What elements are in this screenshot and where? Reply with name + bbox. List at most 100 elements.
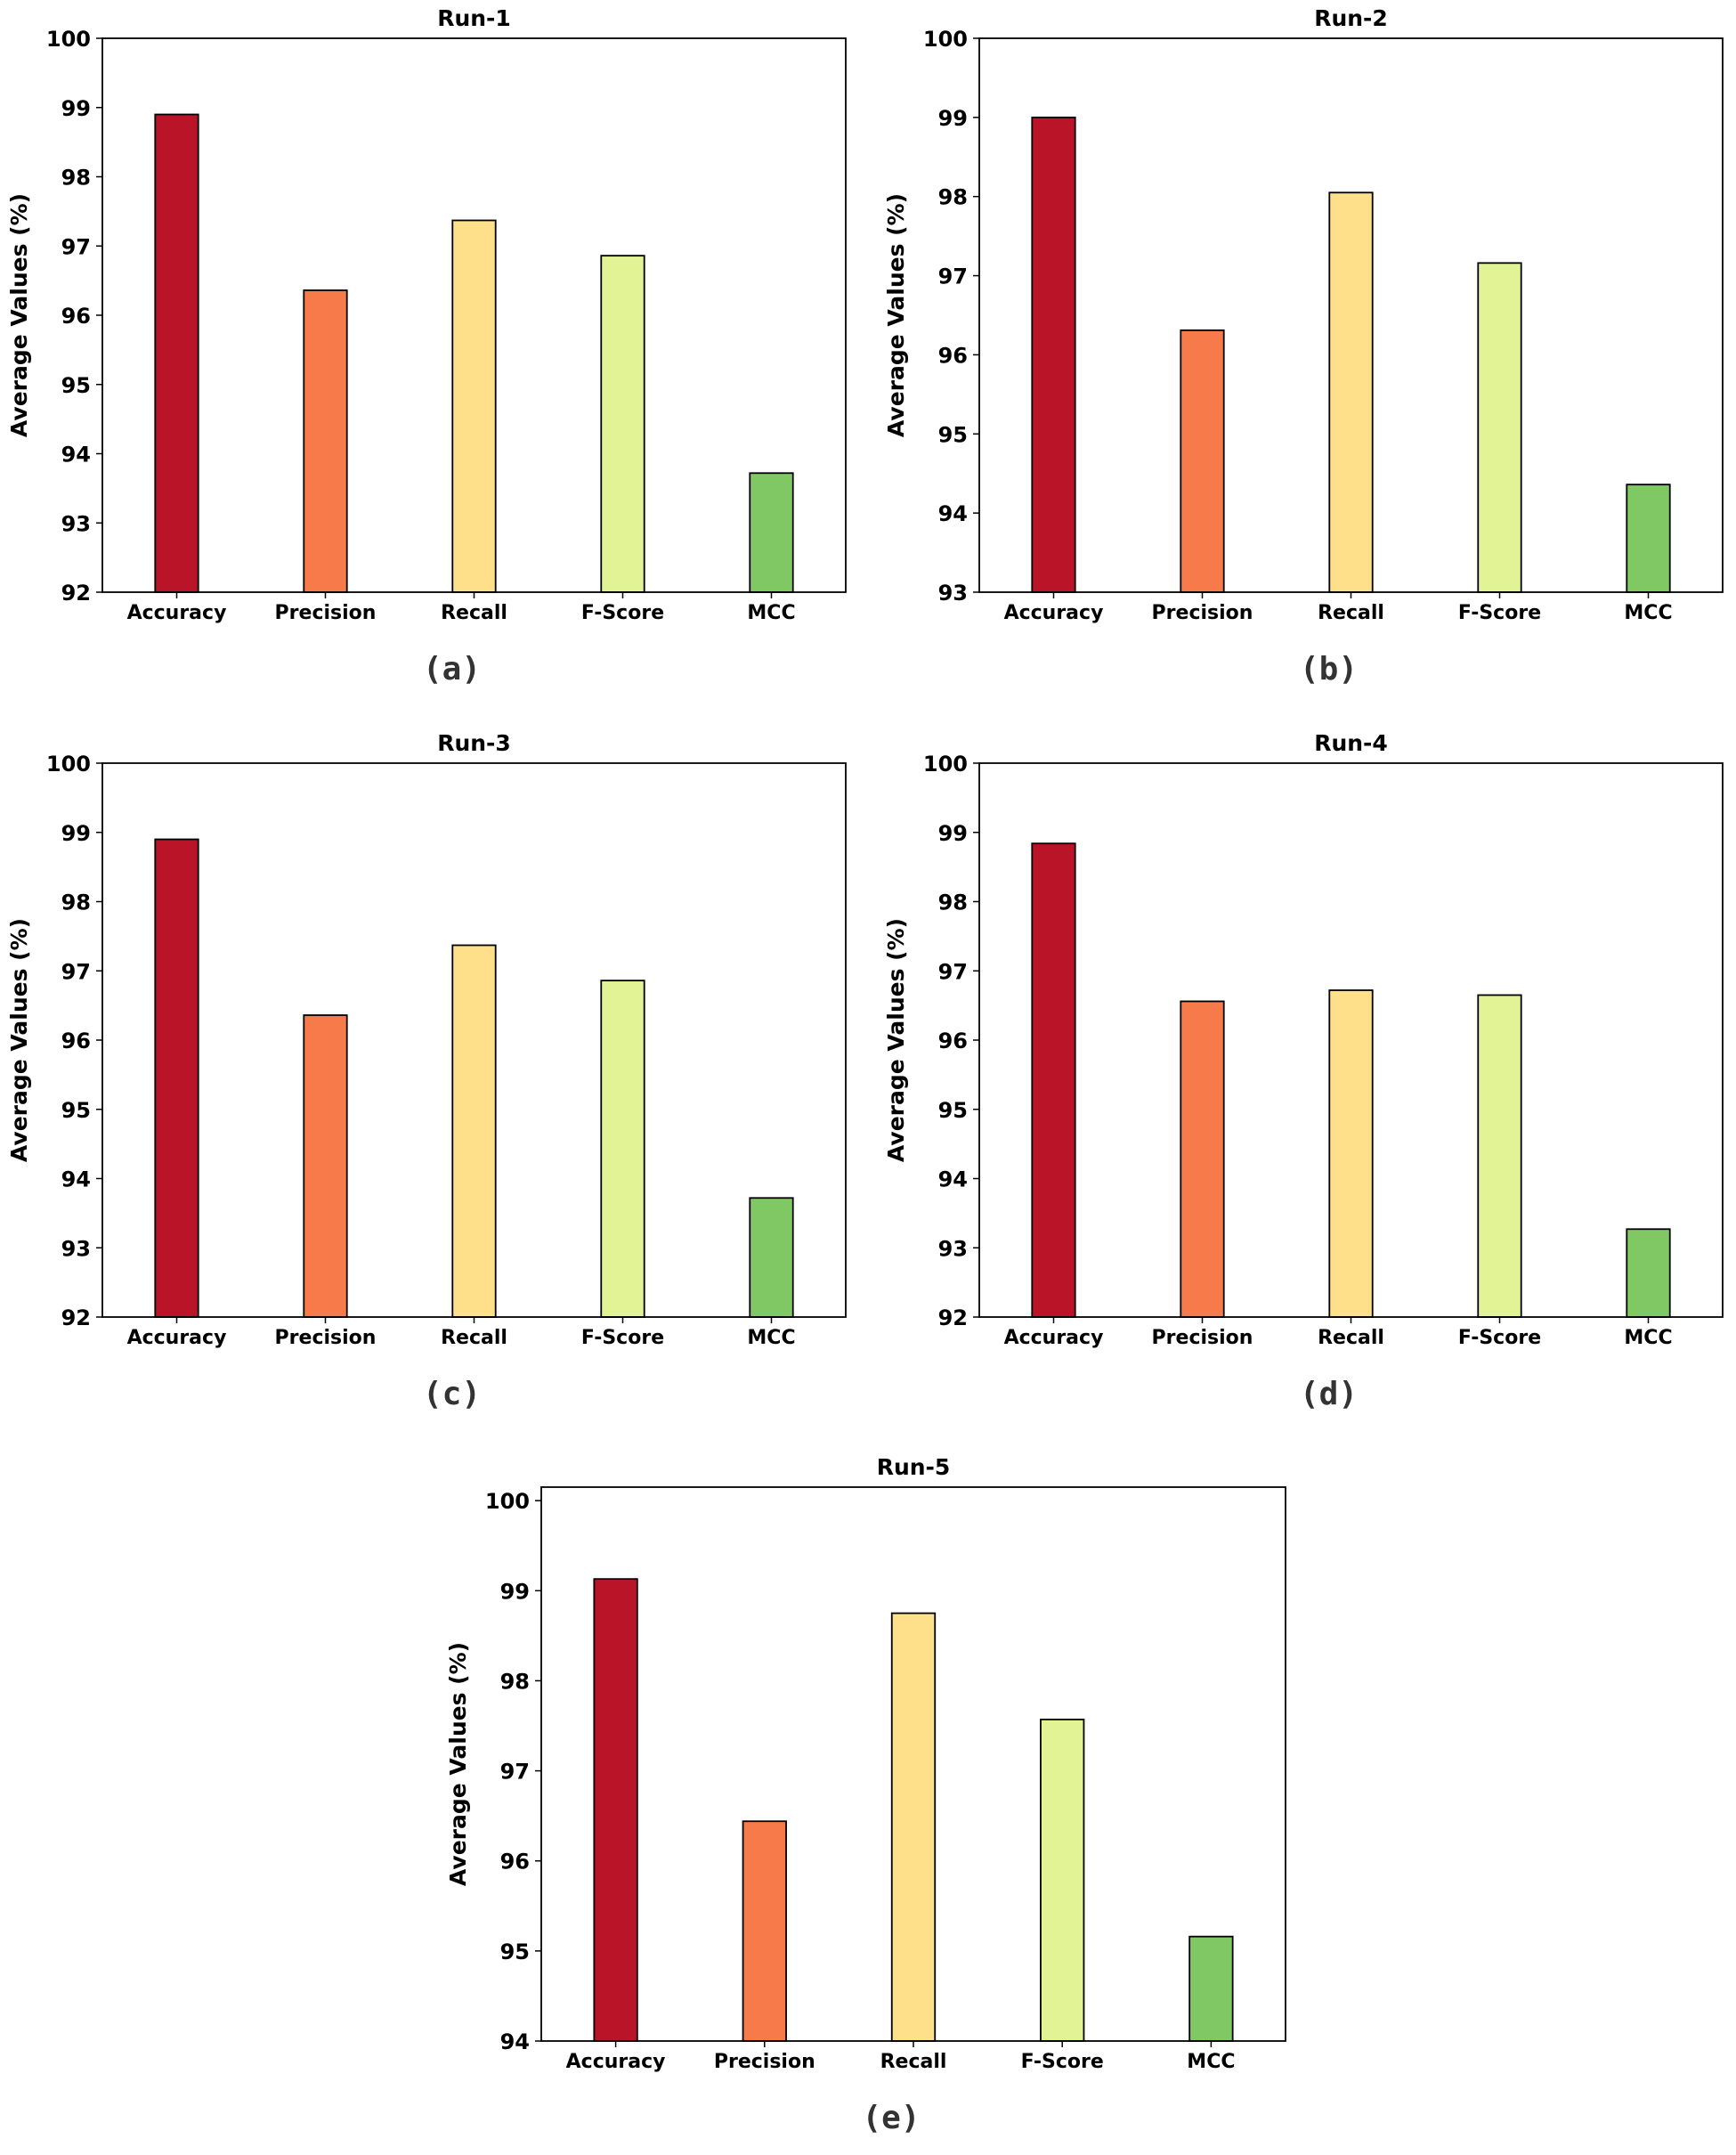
plot-frame <box>101 762 847 1318</box>
y-tick-label: 94 <box>938 1167 968 1192</box>
x-tick-label: Accuracy <box>127 1327 227 1349</box>
y-tick-label: 94 <box>500 2029 530 2054</box>
y-tick-label: 100 <box>46 752 91 777</box>
y-axis-label: Average Values (%) <box>445 1642 471 1886</box>
chart-title: Run-1 <box>437 5 511 31</box>
bar-precision <box>303 289 348 593</box>
chart-title: Run-2 <box>1314 5 1388 31</box>
y-tick-label: 99 <box>938 106 968 131</box>
bar-accuracy <box>1031 116 1076 593</box>
y-tick-label: 100 <box>923 27 968 52</box>
x-tick-label: MCC <box>747 602 795 624</box>
y-axis-label: Average Values (%) <box>883 193 909 437</box>
y-tick-label: 93 <box>938 581 968 606</box>
y-tick-label: 97 <box>938 959 968 984</box>
y-tick-label: 95 <box>61 1098 91 1123</box>
y-tick-label: 99 <box>61 96 91 121</box>
panel-caption: (c) <box>423 1376 481 1412</box>
x-tick-label: Accuracy <box>127 602 227 624</box>
chart-title: Run-4 <box>1314 730 1388 756</box>
y-tick-label: 93 <box>61 511 91 536</box>
bar-recall <box>1328 989 1374 1318</box>
y-tick-label: 99 <box>938 821 968 846</box>
y-axis-label: Average Values (%) <box>6 193 32 437</box>
y-tick-label: 98 <box>938 890 968 915</box>
panel-caption: (b) <box>1300 651 1358 687</box>
y-tick-label: 98 <box>61 890 91 915</box>
x-tick-label: Accuracy <box>1004 602 1104 624</box>
x-tick-label: Precision <box>1152 1327 1253 1349</box>
y-tick-label: 96 <box>938 1029 968 1053</box>
chart-panel-5: Run-5 Accuracy Precision Recall F-Score MCC 94… <box>445 1454 1286 2136</box>
x-tick-label: F-Score <box>1458 602 1541 624</box>
y-tick-label: 94 <box>938 501 968 526</box>
x-tick-label: F-Score <box>1458 1327 1541 1349</box>
bar-f-score <box>1477 994 1522 1318</box>
bar-recall <box>1328 191 1374 593</box>
bar-mcc <box>1626 1228 1671 1318</box>
y-axis-label: Average Values (%) <box>6 918 32 1162</box>
x-tick-label: F-Score <box>581 1327 664 1349</box>
x-tick-label: Recall <box>441 602 507 624</box>
x-tick-label: Precision <box>275 1327 377 1349</box>
bar-recall <box>890 1612 937 2042</box>
x-tick-label: MCC <box>1624 1327 1672 1349</box>
y-axis-label: Average Values (%) <box>883 918 909 1162</box>
x-tick-label: Recall <box>441 1327 507 1349</box>
x-tick-label: Accuracy <box>1004 1327 1104 1349</box>
y-tick-label: 93 <box>938 1236 968 1261</box>
plot-frame <box>978 37 1724 593</box>
y-tick-label: 96 <box>61 1029 91 1053</box>
y-tick-label: 94 <box>61 1167 91 1192</box>
y-tick-label: 95 <box>938 1098 968 1123</box>
panel-caption: (d) <box>1300 1376 1358 1412</box>
y-tick-label: 93 <box>61 1236 91 1261</box>
x-tick-label: Precision <box>714 2051 815 2073</box>
bar-f-score <box>1040 1719 1085 2042</box>
plot-frame <box>978 762 1724 1318</box>
y-tick-label: 92 <box>61 1305 91 1330</box>
chart-title: Run-5 <box>877 1454 951 1480</box>
bar-accuracy <box>1031 842 1076 1318</box>
bar-precision <box>303 1014 348 1318</box>
y-tick-label: 97 <box>500 1760 530 1785</box>
x-tick-label: Precision <box>275 602 377 624</box>
bar-f-score <box>1477 262 1522 593</box>
y-tick-label: 100 <box>46 27 91 52</box>
bar-mcc <box>1188 1935 1234 2042</box>
y-tick-label: 98 <box>938 185 968 210</box>
bar-precision <box>1180 329 1225 593</box>
bar-mcc <box>749 1197 794 1318</box>
x-tick-label: F-Score <box>1021 2051 1104 2073</box>
y-tick-label: 96 <box>61 304 91 329</box>
bar-f-score <box>600 255 645 593</box>
bar-accuracy <box>593 1578 638 2042</box>
y-tick-label: 94 <box>61 443 91 468</box>
bar-precision <box>742 1820 787 2042</box>
y-tick-label: 100 <box>485 1489 530 1514</box>
y-tick-label: 96 <box>938 343 968 368</box>
plot-frame <box>540 1486 1286 2042</box>
bar-recall <box>451 944 497 1318</box>
chart-panel-1: Run-1 Accuracy Precision Recall F-Score MCC 92… <box>6 5 847 687</box>
y-tick-label: 97 <box>61 959 91 984</box>
x-tick-label: MCC <box>1187 2051 1235 2073</box>
y-tick-label: 100 <box>923 752 968 777</box>
chart-panel-2: Run-2 Accuracy Precision Recall F-Score MCC 93… <box>883 5 1724 687</box>
x-tick-label: MCC <box>747 1327 795 1349</box>
y-tick-label: 92 <box>61 581 91 606</box>
y-tick-label: 95 <box>61 373 91 398</box>
y-tick-label: 95 <box>938 422 968 447</box>
y-tick-label: 97 <box>938 264 968 289</box>
y-tick-label: 92 <box>938 1305 968 1330</box>
x-tick-label: F-Score <box>581 602 664 624</box>
plot-frame <box>101 37 847 593</box>
chart-panel-4: Run-4 Accuracy Precision Recall F-Score MCC 92… <box>883 730 1724 1412</box>
bar-f-score <box>600 980 645 1318</box>
y-tick-label: 99 <box>61 821 91 846</box>
x-tick-label: Recall <box>1318 602 1384 624</box>
panel-caption: (a) <box>423 651 481 687</box>
y-tick-label: 97 <box>61 234 91 259</box>
x-tick-label: Recall <box>1318 1327 1384 1349</box>
